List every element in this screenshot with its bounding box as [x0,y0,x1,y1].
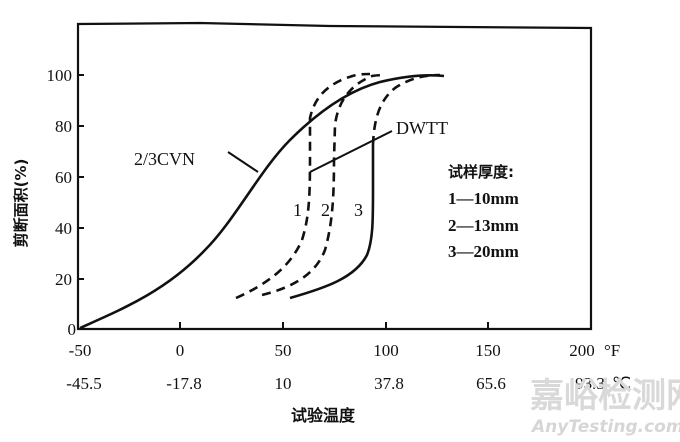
y-tick-40: 40 [55,219,72,238]
x-tick-f-150: 150 [475,341,501,360]
series-3-curve-lower [289,145,375,300]
cvn-annotation: 2/3CVN [134,149,195,169]
curve-1-number: 1 [293,200,302,220]
legend-entry-2: 2—13mm [448,216,519,235]
legend-entry-1: 1—10mm [448,189,519,208]
x-tick-f--50: -50 [69,341,92,360]
y-axis-ticks [78,74,84,280]
x-tick-labels-fahrenheit: -50 0 50 100 150 200 [69,341,595,360]
legend-title: 试样厚度: [448,163,514,181]
y-tick-80: 80 [55,117,72,136]
curve-3-number: 3 [354,200,363,220]
x-tick-c-93.3: 93.3 [575,374,605,393]
x-tick-c-10: 10 [275,374,292,393]
y-axis-label: 剪断面积(%) [12,159,30,248]
plot-frame [76,21,593,331]
x-tick-f-100: 100 [373,341,399,360]
series-3-curve-upper [371,73,441,146]
cvn-leader-line [227,151,259,173]
unit-fahrenheit: °F [604,341,620,360]
series-2-curve [261,73,386,297]
dwtt-annotation: DWTT [396,118,448,138]
legend: 试样厚度: 1—10mm 2—13mm 3—20mm [448,163,519,261]
x-tick-f-0: 0 [176,341,185,360]
x-tick-f-200: 200 [569,341,595,360]
unit-celsius: ℃ [612,374,631,393]
y-tick-100: 100 [47,66,73,85]
x-axis-label: 试验温度 [291,406,356,425]
x-tick-c-37.8: 37.8 [374,374,404,393]
x-tick-labels-celsius: -45.5 -17.8 10 37.8 65.6 93.3 [66,374,605,393]
x-axis-ticks [179,322,489,329]
watermark-cn: 嘉峪检测网 [530,376,680,416]
series-2-3cvn-curve [79,73,445,330]
x-tick-c--45.5: -45.5 [66,374,101,393]
x-tick-f-50: 50 [275,341,292,360]
x-tick-c--17.8: -17.8 [166,374,201,393]
legend-entry-3: 3—20mm [448,242,519,261]
dwtt-leader-line [309,130,393,173]
series-1-curve [235,72,371,300]
watermark-en: AnyTesting.com [530,417,680,437]
x-tick-c-65.6: 65.6 [476,374,506,393]
curve-2-number: 2 [321,200,330,220]
y-tick-20: 20 [55,270,72,289]
y-tick-60: 60 [55,168,72,187]
y-tick-labels: 100 80 60 40 20 0 [47,66,77,339]
watermark: 嘉峪检测网 AnyTesting.com [530,376,680,437]
y-tick-0: 0 [68,320,77,339]
